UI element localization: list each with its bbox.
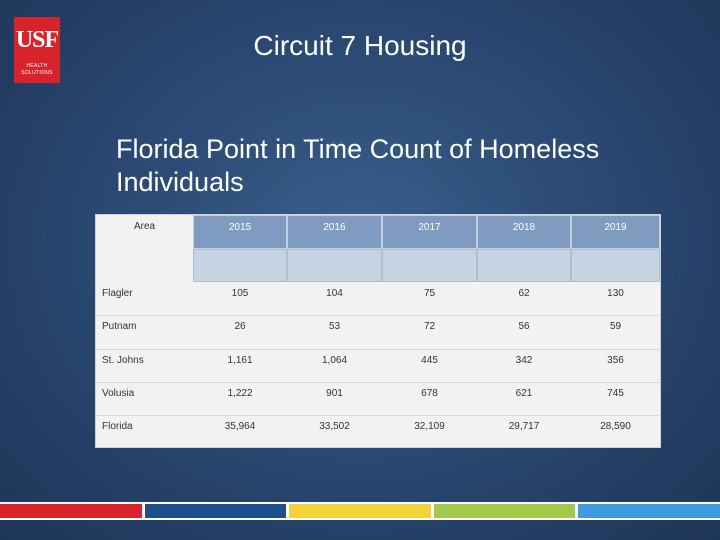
footer-segment-navy	[144, 504, 287, 518]
row-putnam-2019: 59	[609, 321, 622, 332]
header-2019: 2019	[571, 215, 660, 249]
row-flagler-2018: 62	[518, 288, 530, 299]
slide-title: Circuit 7 Housing	[253, 30, 467, 61]
blank-band-cell	[193, 249, 287, 282]
row-volusia-2015: 1,222	[227, 388, 253, 399]
header-2017: 2017	[382, 215, 477, 249]
usf-health-logo: USF HEALTH SOLUTIONS	[14, 17, 60, 83]
slide-subtitle: Florida Point in Time Count of Homeless …	[116, 134, 600, 197]
row-putnam-2015: 26	[234, 321, 246, 332]
logo-mark: USF	[15, 27, 59, 53]
row-florida-2016: 33,502	[319, 421, 350, 432]
header-area: Area	[134, 221, 156, 232]
header-2015: 2015	[193, 215, 287, 249]
header-2018: 2018	[477, 215, 571, 249]
row-florida-2018: 29,717	[508, 421, 540, 432]
row-divider	[96, 415, 660, 416]
blank-band-cell	[382, 249, 477, 282]
row-st-johns-2016: 1,064	[321, 355, 348, 366]
row-florida-2015: 35,964	[224, 421, 256, 432]
row-volusia-2017: 678	[421, 388, 438, 399]
row-volusia-area: Volusia	[102, 388, 135, 399]
row-st-johns-area: St. Johns	[102, 355, 144, 366]
row-volusia-2018: 621	[515, 388, 533, 399]
footer-segment-green	[433, 504, 576, 518]
row-flagler-2016: 104	[326, 288, 343, 299]
row-st-johns-2015: 1,161	[227, 355, 253, 366]
row-florida-2019: 28,590	[600, 421, 631, 432]
row-florida-2017: 32,109	[414, 421, 445, 432]
row-flagler-2019: 130	[607, 288, 624, 299]
row-putnam-2016: 53	[328, 321, 341, 332]
logo-sub-health: HEALTH	[26, 63, 48, 69]
row-st-johns-2019: 356	[607, 355, 624, 366]
footer-segment-blue	[578, 504, 720, 518]
logo-sub-solutions: SOLUTIONS	[21, 70, 53, 76]
row-divider	[96, 382, 660, 383]
row-putnam-area: Putnam	[102, 321, 137, 332]
row-divider	[96, 349, 660, 350]
row-flagler-2017: 75	[423, 288, 436, 299]
homeless-count-table: Area 2015 2016 2017 2018 2019 Flagler 10…	[95, 214, 661, 448]
row-flagler-area: Flagler	[102, 288, 133, 299]
row-volusia-2016: 901	[326, 388, 343, 399]
footer-segment-red	[0, 504, 142, 518]
footer-color-bar	[0, 502, 720, 520]
row-st-johns-2017: 445	[421, 355, 438, 366]
row-volusia-2019: 745	[607, 388, 624, 399]
row-flagler-2015: 105	[231, 288, 249, 299]
row-putnam-2017: 72	[423, 321, 436, 332]
header-2016: 2016	[287, 215, 382, 249]
row-divider	[96, 315, 660, 316]
footer-segment-yellow	[289, 504, 431, 518]
row-st-johns-2018: 342	[515, 355, 533, 366]
blank-band-cell	[571, 249, 660, 282]
row-putnam-2018: 56	[518, 321, 530, 332]
blank-band-cell	[477, 249, 571, 282]
blank-band-cell	[287, 249, 382, 282]
row-florida-area: Florida	[102, 421, 133, 432]
